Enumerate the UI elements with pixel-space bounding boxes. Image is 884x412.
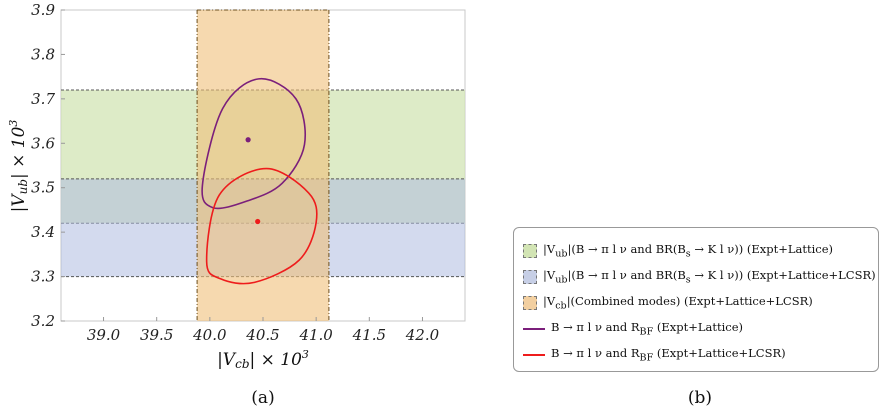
ellipses-layer — [201, 78, 318, 285]
legend-item-vcb: |Vcb|(Combined modes) (Expt+Lattice+LCSR… — [523, 292, 813, 314]
caption-b: (b) — [688, 388, 712, 408]
ticks-layer: 39.0 39.5 40.0 40.5 41.0 41.5 42.0 3.2 3.3 3.4 3.5… — [31, 1, 439, 344]
x-tick-label: 40.5 — [245, 326, 279, 344]
legend-swatch-purple — [523, 328, 545, 330]
y-tick-label: 3.2 — [31, 312, 55, 330]
x-tick-label: 41.0 — [298, 326, 333, 344]
y-axis-label: |Vub| × 103 — [7, 120, 30, 213]
legend-item-red-line: B → π l ν and RBF (Expt+Lattice+LCSR) — [523, 344, 786, 366]
y-tick-label: 3.4 — [31, 223, 55, 241]
x-tick-label: 42.0 — [405, 326, 440, 344]
legend-label: |Vub|(B → π l ν and BR(Bs → K l ν)) (Exp… — [543, 268, 876, 286]
legend-item-purple-line: B → π l ν and RBF (Expt+Lattice) — [523, 318, 743, 340]
x-tick-label: 40.0 — [192, 326, 227, 344]
legend-label: B → π l ν and RBF (Expt+Lattice+LCSR) — [551, 346, 786, 364]
x-tick-label: 39.5 — [140, 326, 173, 344]
contour-ellipse-0 — [201, 78, 306, 210]
points-layer — [245, 137, 261, 225]
legend-label: |Vub|(B → π l ν and BR(Bs → K l ν)) (Exp… — [543, 242, 833, 260]
y-tick-label: 3.5 — [31, 179, 55, 197]
bands-layer — [61, 9, 465, 321]
band-2 — [197, 10, 329, 321]
legend-swatch-green — [523, 244, 537, 258]
y-tick-label: 3.7 — [31, 90, 55, 108]
x-tick-label: 41.5 — [352, 326, 386, 344]
legend: |Vub|(B → π l ν and BR(Bs → K l ν)) (Exp… — [513, 227, 879, 372]
legend-swatch-red — [523, 354, 545, 356]
x-tick-label: 39.0 — [87, 326, 121, 344]
y-tick-label: 3.3 — [31, 268, 55, 286]
y-tick-label: 3.9 — [31, 1, 55, 19]
legend-label: |Vcb|(Combined modes) (Expt+Lattice+LCSR… — [543, 294, 813, 312]
central-point-0 — [245, 137, 251, 143]
x-axis-label: |Vcb| × 103 — [217, 348, 309, 371]
legend-swatch-orange — [523, 296, 537, 310]
contour-ellipse-1 — [205, 167, 318, 285]
legend-label: B → π l ν and RBF (Expt+Lattice) — [551, 320, 744, 338]
legend-item-vub-lattice: |Vub|(B → π l ν and BR(Bs → K l ν)) (Exp… — [523, 240, 833, 262]
caption-a: (a) — [251, 388, 274, 408]
legend-swatch-blue — [523, 270, 537, 284]
legend-item-vub-lcsr: |Vub|(B → π l ν and BR(Bs → K l ν)) (Exp… — [523, 266, 876, 288]
central-point-1 — [255, 218, 261, 225]
y-tick-label: 3.6 — [31, 134, 55, 152]
y-tick-label: 3.8 — [31, 45, 55, 63]
